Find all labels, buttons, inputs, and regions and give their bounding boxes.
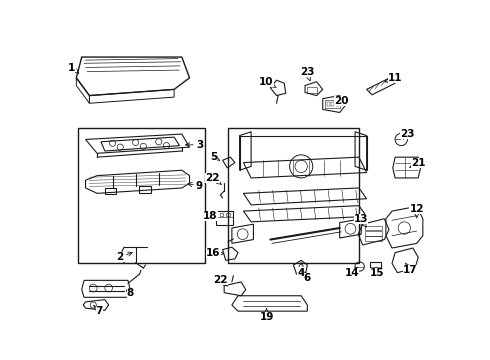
Text: 22: 22 (213, 275, 227, 286)
Text: 21: 21 (410, 158, 425, 167)
Text: 22: 22 (205, 173, 221, 185)
Text: 8: 8 (126, 288, 134, 298)
Bar (78, 128, 205, 263)
Text: 4: 4 (297, 262, 305, 278)
Bar (365, 231, 382, 236)
Text: 15: 15 (369, 267, 384, 278)
Text: 17: 17 (403, 263, 418, 275)
Text: 23: 23 (300, 67, 315, 81)
Text: 9: 9 (188, 181, 203, 191)
Text: 2: 2 (117, 252, 132, 262)
Bar (370, 262, 381, 271)
Text: 20: 20 (334, 96, 348, 106)
Text: 12: 12 (410, 204, 424, 218)
Bar (226, 213, 230, 216)
Bar (327, 102, 330, 106)
Bar (217, 211, 233, 225)
Text: 13: 13 (354, 214, 368, 227)
Text: 7: 7 (94, 305, 103, 316)
Text: 10: 10 (259, 77, 276, 87)
Text: 3: 3 (186, 140, 203, 150)
Text: 5: 5 (210, 152, 220, 162)
Bar (331, 102, 334, 106)
Text: 18: 18 (203, 211, 218, 221)
Text: 16: 16 (206, 248, 224, 258)
Text: 23: 23 (400, 129, 415, 139)
Bar (228, 128, 359, 263)
Text: 11: 11 (385, 73, 402, 83)
Bar (220, 213, 223, 216)
Bar (365, 226, 382, 230)
Text: 14: 14 (344, 267, 359, 278)
Bar (365, 237, 382, 241)
Text: 19: 19 (259, 309, 274, 321)
Bar (336, 102, 339, 106)
Text: 6: 6 (302, 271, 311, 283)
Text: 1: 1 (68, 63, 79, 73)
Bar (325, 100, 341, 108)
Bar (307, 87, 317, 93)
